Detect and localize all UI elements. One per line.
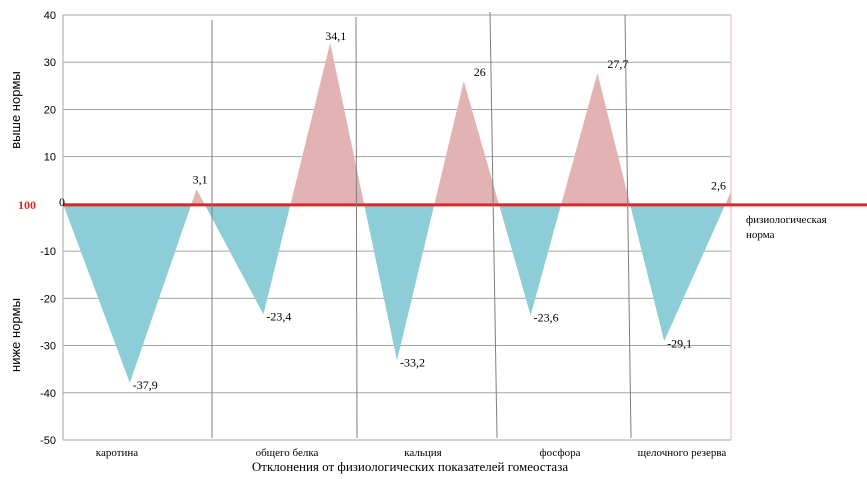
area-positive — [191, 42, 731, 204]
category-label-2: кальция — [404, 447, 442, 459]
ytick-label-1: -40 — [40, 388, 56, 400]
norm-label-line2: норма — [746, 229, 775, 241]
data-label-3: -23,4 — [266, 309, 291, 323]
category-label-3: фосфора — [540, 447, 581, 459]
area-series — [63, 42, 867, 383]
ytick-label-6: 10 — [44, 152, 56, 164]
data-label-4: 34,1 — [325, 29, 346, 43]
category-label-4: щелочного резерва — [638, 447, 727, 459]
ytick-label-0: -50 — [40, 435, 56, 447]
ytick-label-9: 40 — [44, 10, 56, 22]
ylabel-lower: ниже нормы — [8, 298, 23, 372]
ylabel-upper: выше нормы — [8, 71, 23, 148]
separator-2 — [489, 11, 498, 439]
data-label-6: 26 — [474, 65, 486, 79]
separator-1 — [355, 16, 358, 439]
ytick-label-7: 20 — [44, 104, 56, 116]
data-label-5: -33,2 — [400, 356, 425, 370]
data-label-8: 27,7 — [607, 57, 628, 71]
area-negative — [63, 203, 731, 383]
data-label-7: -23,6 — [534, 310, 559, 324]
data-label-2: 3,1 — [193, 172, 208, 186]
data-label-9: -29,1 — [667, 336, 692, 350]
category-labels: каротина общего белка кальция фосфора щелочн… — [96, 447, 727, 459]
data-labels: 0 -37,9 3,1 -23,4 34,1 -33,2 26 -23,6 27,7 -29,1 2… — [59, 29, 726, 392]
category-separators — [211, 11, 632, 439]
data-label-0: 0 — [59, 195, 65, 209]
data-label-10: 2,6 — [711, 179, 726, 193]
separator-3 — [624, 14, 632, 439]
norm-label-line1: физиологическая — [746, 214, 827, 226]
zero-norm-label: 100 — [18, 198, 36, 212]
data-label-1: -37,9 — [133, 378, 158, 392]
ytick-label-8: 30 — [44, 57, 56, 69]
category-label-1: общего белка — [256, 447, 319, 459]
ytick-label-4: -10 — [40, 246, 56, 258]
category-label-0: каротина — [96, 447, 138, 459]
x-axis-label: Отклонения от физиологических показателе… — [252, 459, 568, 474]
ytick-label-2: -30 — [40, 341, 56, 353]
y-tick-labels: -50 -40 -30 -20 -10 10 20 30 40 — [40, 10, 56, 447]
ytick-label-3: -20 — [40, 293, 56, 305]
